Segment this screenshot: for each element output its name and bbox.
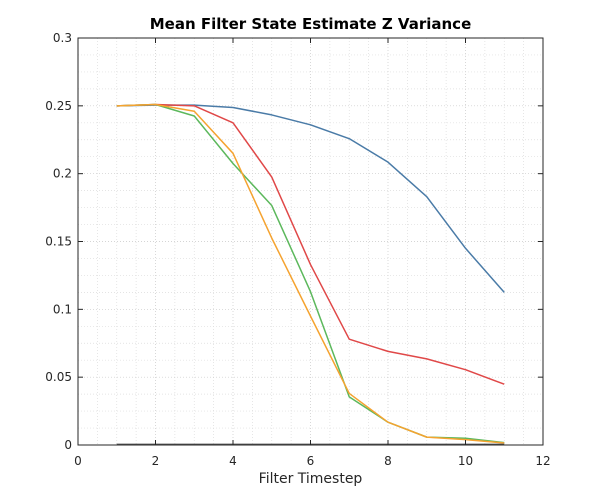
x-axis-label: Filter Timestep xyxy=(259,471,363,487)
x-tick-label: 0 xyxy=(74,454,82,468)
y-tick-label: 0.3 xyxy=(53,31,72,45)
y-tick-label: 0 xyxy=(64,438,72,452)
series-line-4 xyxy=(116,103,505,444)
y-tick-label: 0.15 xyxy=(45,235,72,249)
x-tick-label: 4 xyxy=(229,454,237,468)
y-tick-label: 0.1 xyxy=(53,302,72,316)
grid xyxy=(78,38,543,445)
x-tick-label: 8 xyxy=(384,454,392,468)
y-tick-label: 0.2 xyxy=(53,167,72,181)
x-tick-label: 10 xyxy=(458,454,473,468)
x-tick-label: 2 xyxy=(152,454,160,468)
x-tick-label: 12 xyxy=(535,454,550,468)
series-layer xyxy=(116,103,505,446)
chart-title: Mean Filter State Estimate Z Variance xyxy=(150,15,472,33)
y-tick-label: 0.05 xyxy=(45,370,72,384)
x-tick-label: 6 xyxy=(307,454,315,468)
ticks: 0 2 4 6 8 10 12 0 0.05 0.1 0.15 0.2 0.25 0.3 xyxy=(45,31,550,468)
series-line-2 xyxy=(116,103,505,385)
y-tick-label: 0.25 xyxy=(45,99,72,113)
